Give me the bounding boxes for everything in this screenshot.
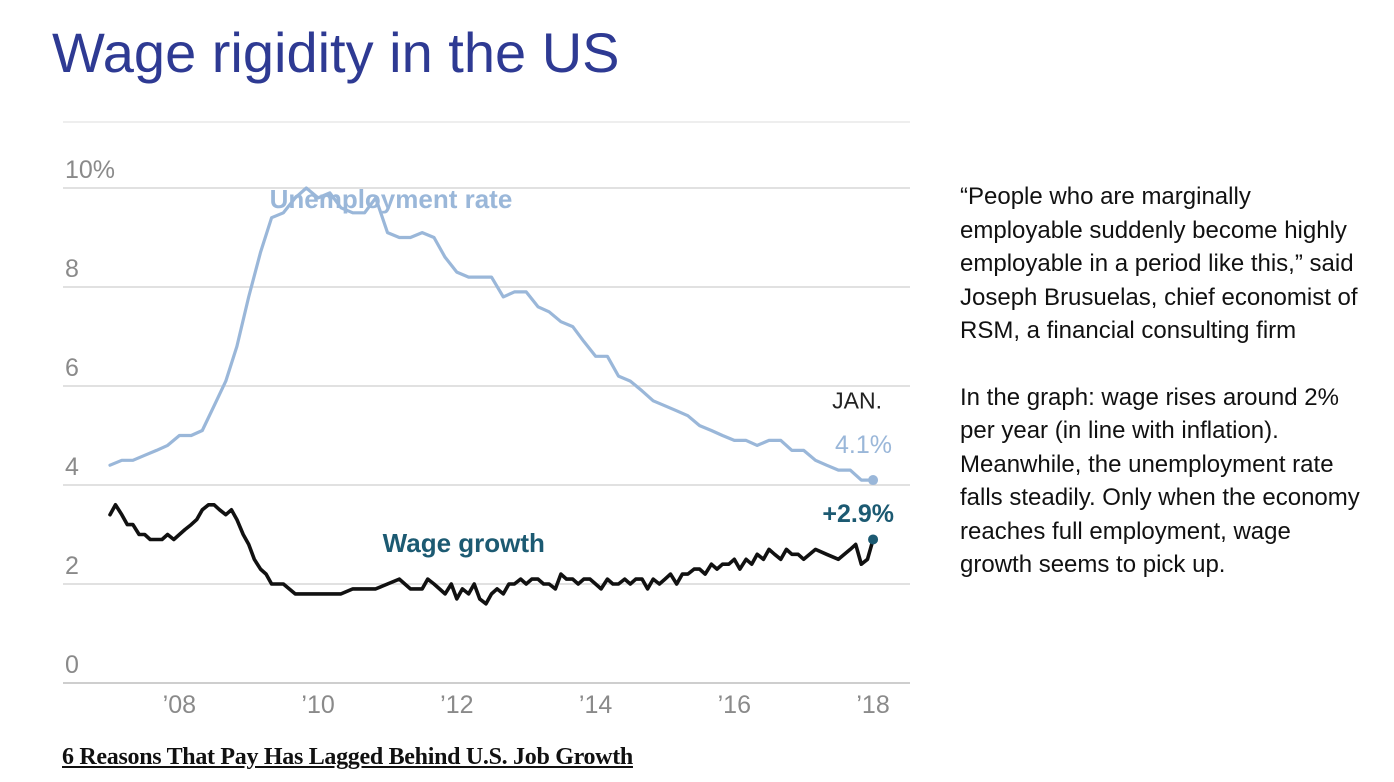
y-tick-label: 8 [65, 255, 79, 283]
unemployment-series-label: Unemployment rate [270, 184, 513, 214]
unemployment-rate-line [108, 186, 875, 482]
x-tick-label: ’14 [579, 691, 612, 719]
unemployment-end-marker [868, 475, 879, 486]
source-article-link[interactable]: 6 Reasons That Pay Has Lagged Behind U.S… [62, 744, 633, 770]
y-tick-label: 2 [65, 552, 79, 580]
wage-unemployment-chart: 0 2 4 6 8 10% ’08 ’10 ’12 ’14 ’16 ’18 Unemployment r… [63, 121, 910, 719]
y-tick-label: 4 [65, 453, 79, 481]
unemployment-end-value: 4.1% [835, 431, 892, 459]
y-tick-label: 6 [65, 354, 79, 382]
wage-end-marker [868, 534, 879, 545]
end-month-label: JAN. [832, 387, 882, 413]
x-tick-label: ’12 [440, 691, 473, 719]
wage-growth-line [108, 503, 875, 606]
quote-text: “People who are marginally employable su… [960, 183, 1358, 344]
slide-title: Wage rigidity in the US [52, 21, 620, 84]
x-tick-label: ’18 [856, 691, 889, 719]
commentary-text: In the graph: wage rises around 2% per y… [960, 383, 1360, 579]
y-tick-label: 0 [65, 651, 79, 679]
x-tick-label: ’08 [163, 691, 196, 719]
x-tick-label: ’16 [718, 691, 751, 719]
wage-end-value: +2.9% [822, 500, 894, 528]
x-tick-label: ’10 [301, 691, 334, 719]
y-tick-label: 10% [65, 156, 115, 184]
side-commentary: “People who are marginally employable su… [960, 180, 1360, 582]
wage-series-label: Wage growth [383, 528, 545, 558]
